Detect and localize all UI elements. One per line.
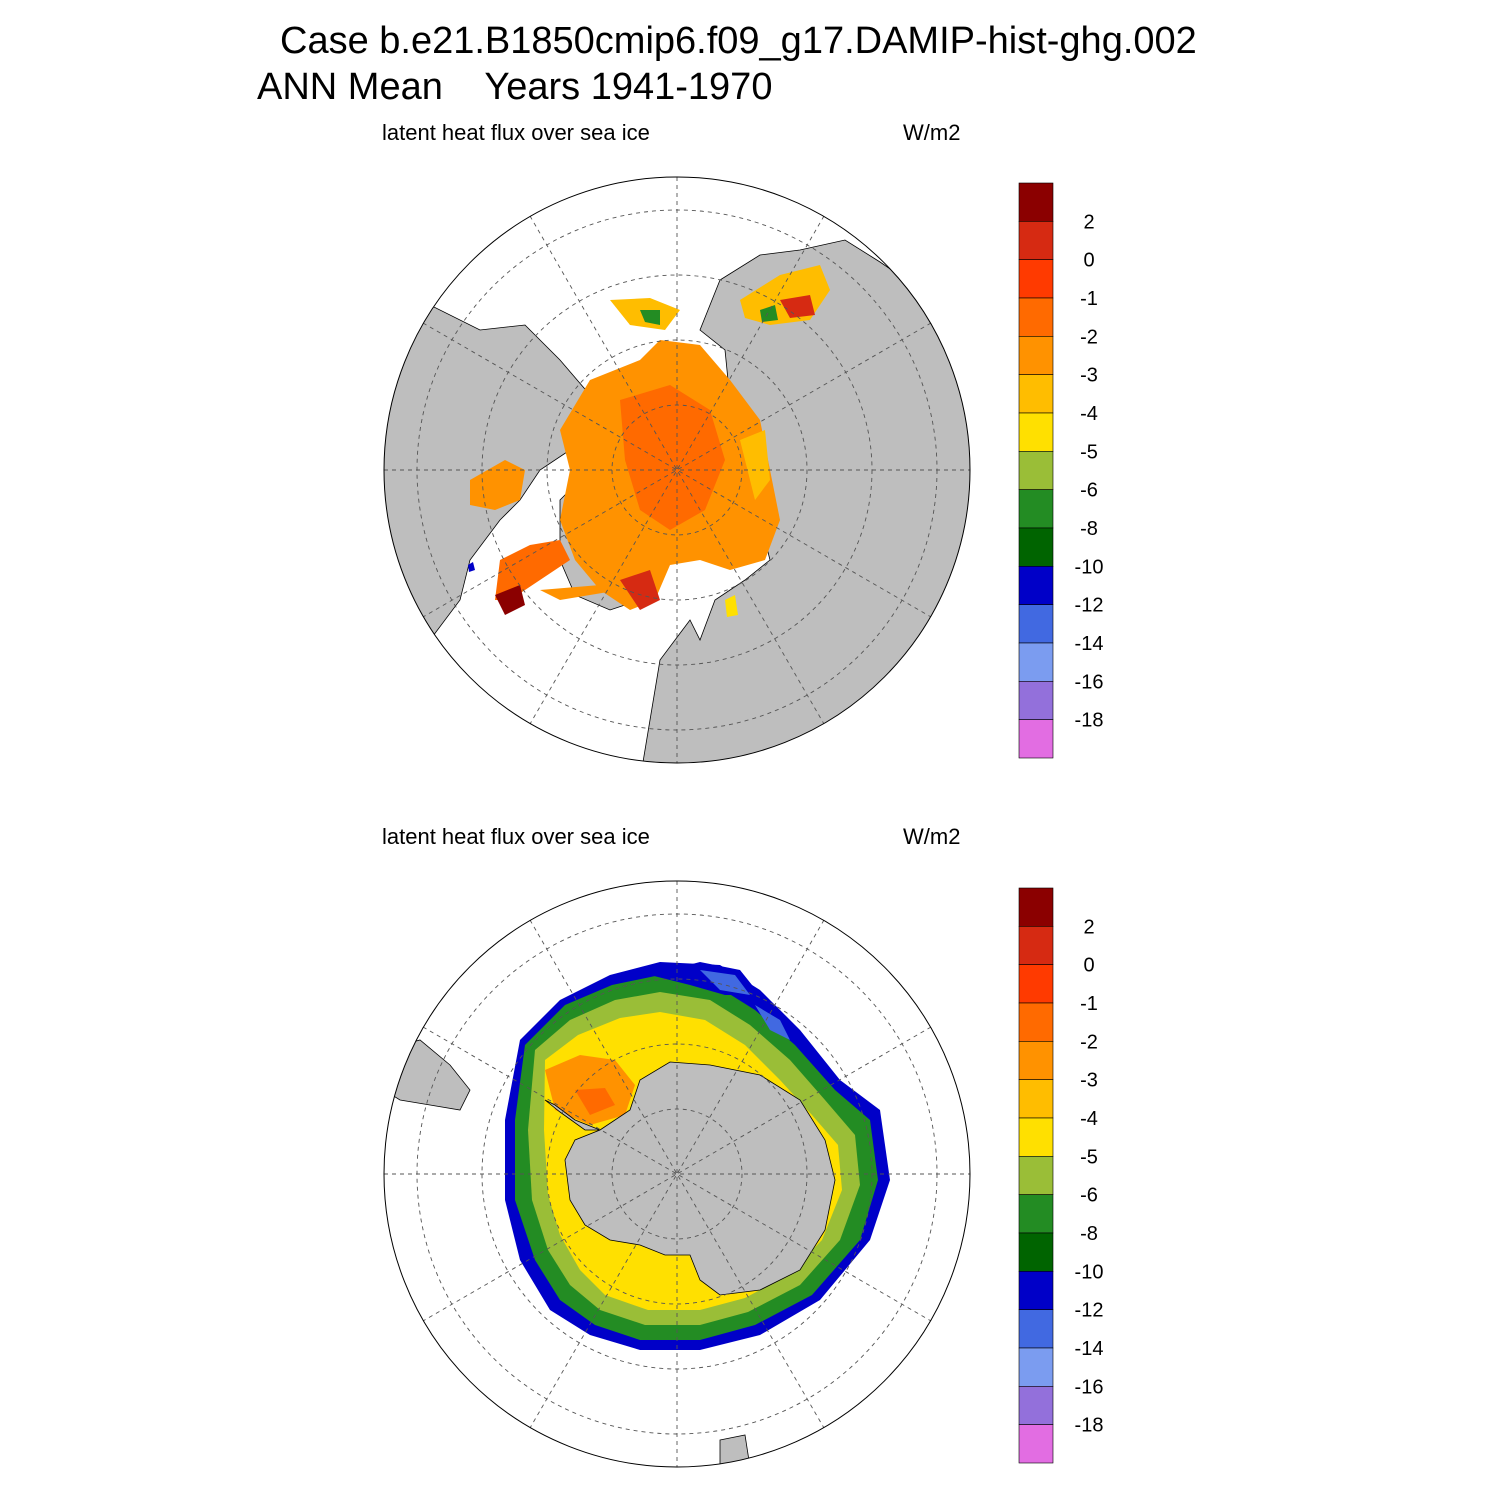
north-colorbar-tick-label: -12 bbox=[1075, 595, 1104, 617]
south-colorbar-box bbox=[1018, 1271, 1054, 1310]
south-colorbar-tick-label: 0 bbox=[1083, 955, 1094, 977]
north-colorbar-tick-label: -6 bbox=[1080, 480, 1098, 502]
north-colorbar-tick-label: -8 bbox=[1080, 518, 1098, 540]
north-colorbar-tick-label: -4 bbox=[1080, 403, 1098, 425]
north-colorbar-tick-label: -10 bbox=[1075, 556, 1104, 578]
south-colorbar-box bbox=[1018, 1424, 1054, 1464]
north-polar-map bbox=[383, 176, 971, 764]
south-colorbar-box bbox=[1018, 1386, 1054, 1425]
south-colorbar-box bbox=[1018, 1232, 1054, 1272]
north-colorbar-box bbox=[1018, 681, 1054, 720]
north-colorbar: 2 0 -1 -2 -3 -4 -5 -6 -8 -10 -12 -14 -16 -18 bbox=[1018, 182, 1104, 759]
north-colorbar-tick-label: -5 bbox=[1080, 441, 1098, 463]
south-colorbar-box bbox=[1018, 887, 1054, 927]
north-units-label: W/m2 bbox=[903, 120, 961, 145]
figure-title-line1: Case b.e21.B1850cmip6.f09_g17.DAMIP-hist… bbox=[280, 20, 1197, 62]
north-colorbar-box bbox=[1018, 719, 1054, 759]
north-colorbar-tick-label: -3 bbox=[1080, 365, 1098, 387]
south-colorbar-box bbox=[1018, 1079, 1054, 1119]
south-colorbar-tick-label: -10 bbox=[1075, 1261, 1104, 1283]
north-colorbar-box bbox=[1018, 527, 1054, 567]
north-colorbar-tick-label: -16 bbox=[1075, 671, 1104, 693]
north-colorbar-tick-label: -18 bbox=[1075, 710, 1104, 732]
south-colorbar-box bbox=[1018, 1156, 1054, 1195]
north-colorbar-box bbox=[1018, 182, 1054, 222]
north-colorbar-box bbox=[1018, 642, 1054, 682]
north-colorbar-box bbox=[1018, 451, 1054, 490]
south-graticule bbox=[384, 881, 970, 1467]
south-colorbar-box bbox=[1018, 1117, 1054, 1157]
south-colorbar-box bbox=[1018, 1347, 1054, 1387]
south-colorbar-tick-label: -8 bbox=[1080, 1223, 1098, 1245]
south-colorbar-tick-label: -14 bbox=[1075, 1338, 1104, 1360]
north-colorbar-box bbox=[1018, 221, 1054, 260]
south-colorbar-tick-label: -5 bbox=[1080, 1146, 1098, 1168]
north-colorbar-box bbox=[1018, 566, 1054, 605]
south-polar-map bbox=[383, 880, 971, 1468]
south-colorbar-tick-label: 2 bbox=[1083, 916, 1094, 938]
south-units-label: W/m2 bbox=[903, 824, 961, 849]
north-colorbar-box bbox=[1018, 259, 1054, 299]
south-colorbar-tick-label: -1 bbox=[1080, 993, 1098, 1015]
south-colorbar-tick-label: -3 bbox=[1080, 1070, 1098, 1092]
south-colorbar: 2 0 -1 -2 -3 -4 -5 -6 -8 -10 -12 -14 -16 -18 bbox=[1018, 887, 1104, 1464]
south-colorbar-tick-label: -6 bbox=[1080, 1185, 1098, 1207]
north-colorbar-tick-label: -1 bbox=[1080, 288, 1098, 310]
north-colorbar-tick-label: 2 bbox=[1083, 211, 1094, 233]
north-colorbar-box bbox=[1018, 297, 1054, 337]
south-colorbar-box bbox=[1018, 1041, 1054, 1080]
north-flux-field bbox=[468, 265, 830, 617]
south-colorbar-box bbox=[1018, 1194, 1054, 1234]
north-colorbar-box bbox=[1018, 489, 1054, 529]
north-colorbar-box bbox=[1018, 412, 1054, 452]
south-colorbar-box bbox=[1018, 926, 1054, 965]
figure-title-line2: ANN Mean Years 1941-1970 bbox=[257, 66, 773, 108]
south-colorbar-box bbox=[1018, 1309, 1054, 1349]
north-colorbar-box bbox=[1018, 336, 1054, 375]
south-colorbar-tick-label: -4 bbox=[1080, 1108, 1098, 1130]
south-colorbar-box bbox=[1018, 1002, 1054, 1042]
south-colorbar-tick-label: -16 bbox=[1075, 1376, 1104, 1398]
north-colorbar-box bbox=[1018, 374, 1054, 414]
south-colorbar-tick-label: -12 bbox=[1075, 1300, 1104, 1322]
north-colorbar-tick-label: -14 bbox=[1075, 633, 1104, 655]
south-variable-label: latent heat flux over sea ice bbox=[382, 824, 650, 849]
south-colorbar-tick-label: -2 bbox=[1080, 1031, 1098, 1053]
south-colorbar-box bbox=[1018, 964, 1054, 1004]
north-variable-label: latent heat flux over sea ice bbox=[382, 120, 650, 145]
north-colorbar-tick-label: 0 bbox=[1083, 250, 1094, 272]
south-colorbar-tick-label: -18 bbox=[1075, 1415, 1104, 1437]
north-colorbar-box bbox=[1018, 604, 1054, 644]
north-colorbar-tick-label: -2 bbox=[1080, 326, 1098, 348]
north-graticule bbox=[384, 177, 970, 763]
